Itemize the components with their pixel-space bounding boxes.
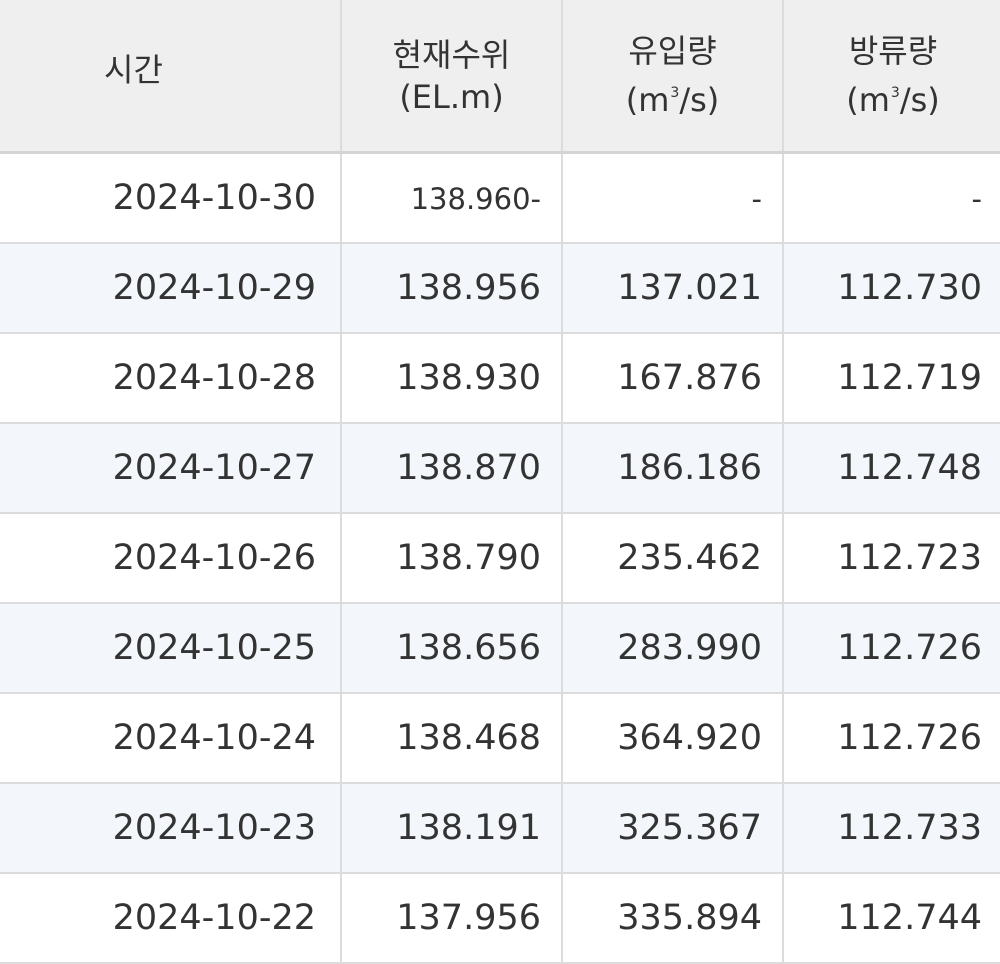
cell-water-level: 138.656 [341,603,563,694]
header-outflow-unit-pre: (m [846,81,890,119]
header-inflow-unit: (m3/s) [563,72,782,121]
cell-inflow: 235.462 [562,513,784,604]
cell-inflow-value: - [751,182,762,216]
table-row: 2024-10-25 138.656 283.990 112.726 [0,603,1000,694]
cell-water-level: 137.956 [341,873,563,964]
table-row: 2024-10-23 138.191 325.367 112.733 [0,783,1000,874]
cell-outflow: 112.723 [783,513,1000,604]
header-outflow-unit-sup: 3 [890,85,900,101]
cell-outflow: 112.733 [783,783,1000,874]
table-row: 2024-10-22 137.956 335.894 112.744 [0,873,1000,964]
cell-date: 2024-10-28 [0,333,342,424]
header-water-level: 현재수위 (EL.m) [341,0,563,154]
cell-inflow: 186.186 [562,423,784,514]
table-row: 2024-10-30 138.960- - - [0,152,1000,244]
table-row: 2024-10-29 138.956 137.021 112.730 [0,243,1000,334]
header-inflow-label: 유입량 [628,32,717,70]
header-time-label: 시간 [104,50,163,89]
cell-outflow: 112.719 [783,333,1000,424]
cell-inflow: 283.990 [562,603,784,694]
cell-date: 2024-10-25 [0,603,342,694]
cell-inflow: - [562,152,784,244]
cell-date: 2024-10-29 [0,243,342,334]
header-water-level-label: 현재수위 [392,35,511,74]
cell-date: 2024-10-23 [0,783,342,874]
cell-water-level: 138.960- [341,152,563,244]
cell-date: 2024-10-22 [0,873,342,964]
header-water-level-unit: (EL.m) [399,77,504,116]
header-time: 시간 [0,0,342,154]
cell-outflow: - [783,152,1000,244]
cell-water-level: 138.930 [341,333,563,424]
table-header: 시간 현재수위 (EL.m) 유입량 (m3/s) 방류량 (m3/s) [0,0,1000,154]
cell-water-level-value: 138.960 [410,182,531,216]
header-inflow: 유입량 (m3/s) [562,0,784,154]
cell-inflow: 335.894 [562,873,784,964]
cell-water-level: 138.191 [341,783,563,874]
cell-water-level-suffix: - [530,182,541,216]
cell-inflow: 137.021 [562,243,784,334]
cell-date: 2024-10-26 [0,513,342,604]
header-outflow-unit: (m3/s) [784,72,1000,121]
table-body: 2024-10-30 138.960- - - 2024-10-29 138.9… [0,152,1000,964]
header-inflow-unit-sup: 3 [670,85,680,101]
cell-outflow-value: - [971,182,982,216]
header-inflow-unit-post: /s) [679,81,720,119]
header-row: 시간 현재수위 (EL.m) 유입량 (m3/s) 방류량 (m3/s) [0,0,1000,154]
table-row: 2024-10-24 138.468 364.920 112.726 [0,693,1000,784]
cell-outflow: 112.726 [783,603,1000,694]
cell-water-level: 138.870 [341,423,563,514]
cell-date: 2024-10-24 [0,693,342,784]
cell-inflow: 167.876 [562,333,784,424]
cell-inflow: 325.367 [562,783,784,874]
cell-water-level: 138.790 [341,513,563,604]
header-inflow-unit-pre: (m [625,81,670,119]
cell-outflow: 112.748 [783,423,1000,514]
cell-water-level: 138.956 [341,243,563,334]
cell-outflow: 112.726 [783,693,1000,784]
table-row: 2024-10-28 138.930 167.876 112.719 [0,333,1000,424]
cell-date: 2024-10-27 [0,423,342,514]
header-outflow-unit-post: /s) [899,81,940,119]
header-outflow-label: 방류량 [848,32,938,70]
table-row: 2024-10-27 138.870 186.186 112.748 [0,423,1000,514]
cell-outflow: 112.744 [783,873,1000,964]
cell-water-level: 138.468 [341,693,563,784]
cell-date: 2024-10-30 [0,152,342,244]
table-row: 2024-10-26 138.790 235.462 112.723 [0,513,1000,604]
cell-outflow: 112.730 [783,243,1000,334]
cell-inflow: 364.920 [562,693,784,784]
header-outflow: 방류량 (m3/s) [783,0,1000,154]
